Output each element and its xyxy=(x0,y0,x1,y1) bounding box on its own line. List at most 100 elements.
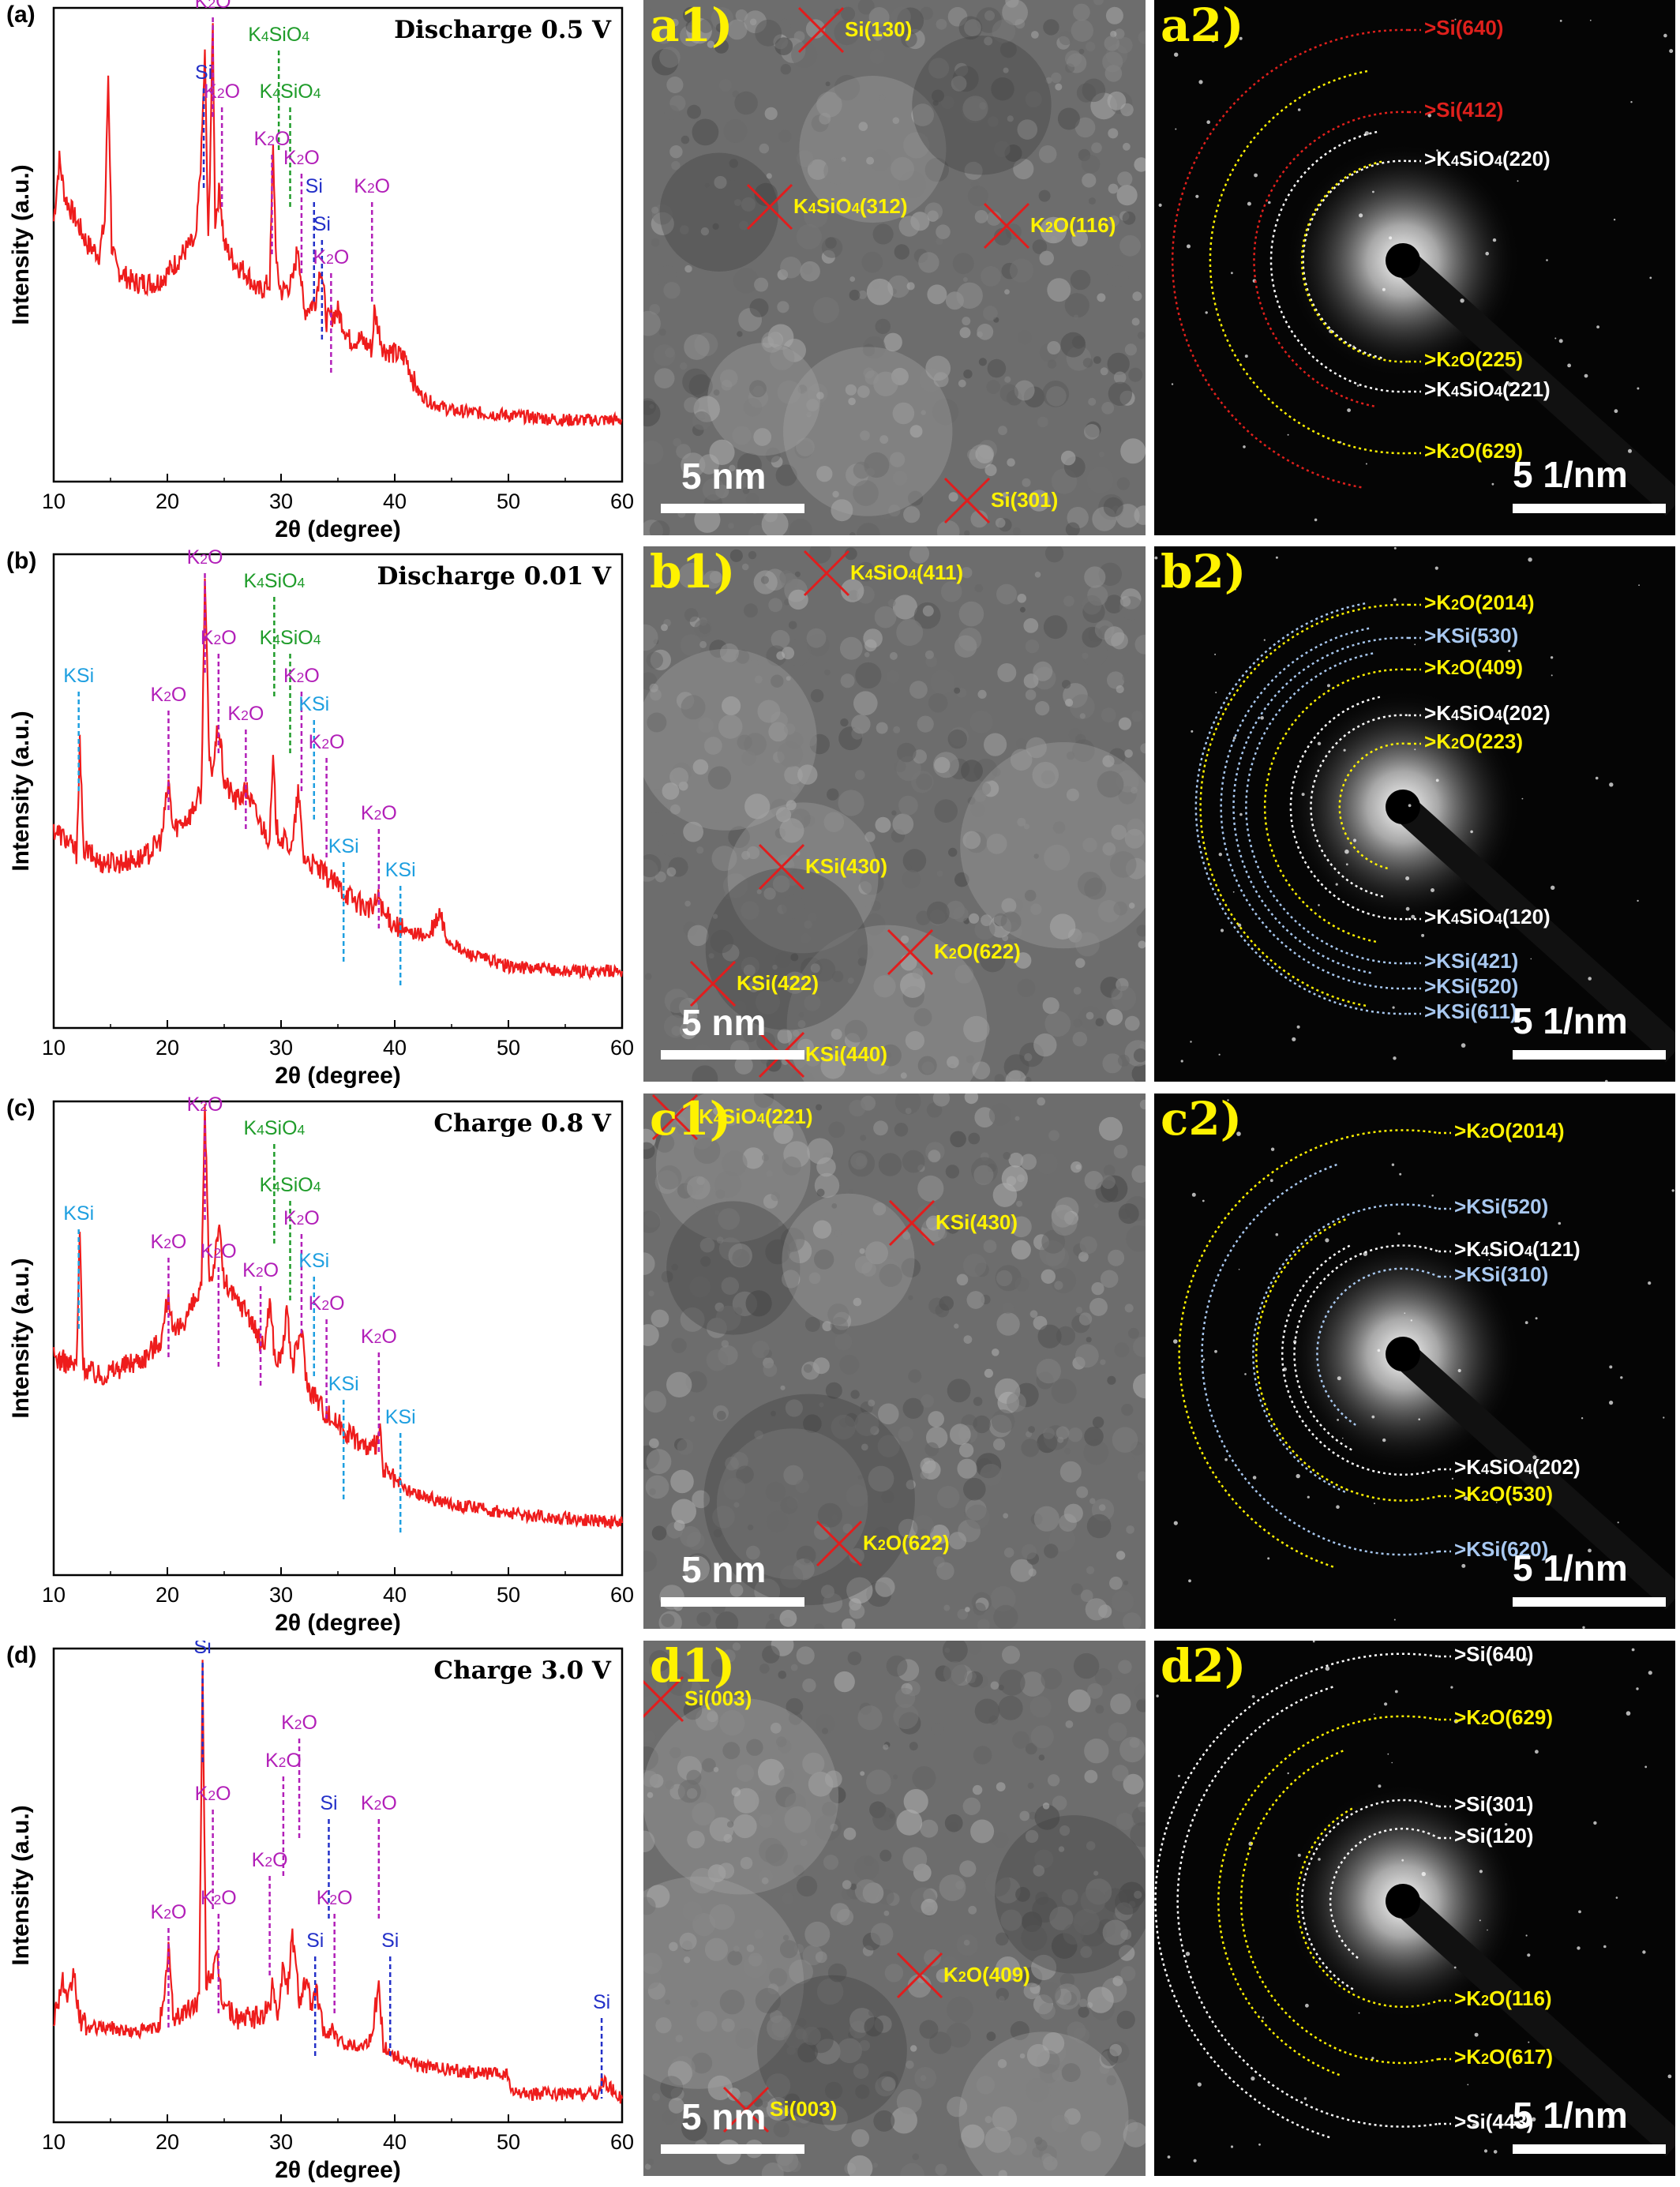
tem-grain xyxy=(1092,1416,1104,1428)
tem-grain xyxy=(643,853,662,878)
tem-grain xyxy=(855,662,882,689)
tem-grain xyxy=(917,1175,944,1202)
tem-grain xyxy=(759,143,770,154)
tem-grain xyxy=(881,1491,894,1504)
tem-grain xyxy=(968,1132,981,1145)
diffraction-spot xyxy=(1156,1694,1159,1697)
tem-grain xyxy=(1106,1008,1123,1026)
tem-grain xyxy=(680,1525,701,1547)
tem-grain xyxy=(823,669,831,676)
tem-grain xyxy=(1031,1954,1057,1981)
tem-grain xyxy=(924,157,949,182)
tem-grain xyxy=(796,1646,815,1665)
tem-grain xyxy=(1105,6,1123,24)
diffraction-spot xyxy=(1491,482,1494,486)
diffraction-spot xyxy=(1411,914,1416,919)
diffraction-spot xyxy=(1667,2074,1672,2079)
tem-grain xyxy=(948,1532,967,1550)
tem-grain xyxy=(902,849,927,872)
beam-stopper xyxy=(1393,796,1675,1063)
tem-grain xyxy=(1048,1130,1059,1142)
tem-grain xyxy=(841,6,856,21)
tem-grain xyxy=(774,37,793,55)
tem-grain xyxy=(762,1645,780,1664)
lattice-marker xyxy=(803,550,850,597)
tem-grain xyxy=(686,1787,698,1799)
tem-grain xyxy=(898,1426,913,1442)
diffraction-spot xyxy=(1188,1579,1191,1583)
tem-grain xyxy=(669,145,683,159)
tem-grain xyxy=(1100,1270,1119,1289)
tem-grain xyxy=(997,663,1017,682)
figure-row-1: 10 20 30 40 50 60 2θ (degree) Intensity (a.u.) K… xyxy=(0,0,1680,546)
tem-grain xyxy=(1033,1506,1059,1532)
tem-grain xyxy=(991,77,1014,101)
tem-grain xyxy=(936,18,947,30)
tem-grain xyxy=(666,867,677,877)
tem-grain xyxy=(1052,2069,1063,2081)
diffraction-spot xyxy=(1374,1502,1375,1505)
tem-grain xyxy=(976,2076,996,2095)
tem-grain xyxy=(848,1189,853,1195)
peak-label-k4sio4: K4SiO4 xyxy=(243,570,305,592)
tem-grain xyxy=(1119,1945,1135,1961)
tem-grain xyxy=(1044,844,1071,871)
tem-grain xyxy=(849,1100,866,1117)
tem-grain xyxy=(829,1787,846,1804)
diffraction-spot xyxy=(1318,1858,1321,1861)
tem-grain xyxy=(999,384,1018,403)
diffraction-spot xyxy=(1488,1259,1491,1261)
tem-grain xyxy=(761,2163,784,2176)
tem-grain xyxy=(911,103,934,126)
diffraction-spot xyxy=(1371,2057,1374,2060)
tem-grain xyxy=(646,651,663,669)
diffraction-spot xyxy=(1352,838,1357,842)
peak-label-k2o: K2O xyxy=(361,1326,397,1348)
tem-grain xyxy=(1026,2043,1050,2067)
tem-grain xyxy=(680,225,689,234)
tem-region xyxy=(643,1876,804,2089)
diffraction-spot xyxy=(1254,173,1258,178)
tem-region xyxy=(757,1975,907,2125)
tem-grain xyxy=(896,2089,922,2114)
tem-grain xyxy=(1131,1444,1146,1462)
tem-grain xyxy=(692,411,711,430)
beam-stop xyxy=(1386,1337,1420,1371)
tem-grain xyxy=(782,1270,801,1289)
panel-id: b1) xyxy=(650,546,736,598)
diffraction-spot xyxy=(1595,776,1599,780)
lattice-marker xyxy=(816,1520,863,1567)
diffraction-spot xyxy=(1234,587,1236,591)
tem-grain xyxy=(1028,1811,1037,1820)
hrtem-image: b1) K4SiO4(411) KSi(430) KSi(422) K2O(622) KS… xyxy=(643,546,1146,1082)
tem-grain xyxy=(854,1412,879,1436)
tem-grain xyxy=(702,478,725,501)
lattice-plane-label: Si(003) xyxy=(770,2097,838,2121)
tem-grain xyxy=(936,1562,954,1581)
tem-region xyxy=(783,347,953,516)
tem-grain xyxy=(670,18,679,27)
tem-grain xyxy=(692,1129,713,1150)
tem-grain xyxy=(902,1397,924,1419)
tem-grain xyxy=(1003,67,1009,73)
diffraction-spot xyxy=(1603,1945,1607,1949)
tem-grain xyxy=(683,1956,691,1964)
tem-grain xyxy=(956,1274,969,1286)
lattice-plane-label: K2O(116) xyxy=(1030,213,1116,237)
tem-region xyxy=(958,2031,1129,2176)
tem-grain xyxy=(733,268,759,294)
tem-grain xyxy=(1107,671,1125,689)
diffraction-spot xyxy=(1479,1870,1483,1874)
tem-grain xyxy=(1069,694,1095,720)
xrd-series-line xyxy=(52,23,623,427)
condition-label: Charge 3.0 V xyxy=(433,1656,612,1685)
tem-grain xyxy=(1078,1312,1093,1326)
diffraction-spot xyxy=(1251,1695,1255,1698)
tem-grain xyxy=(921,410,926,415)
tem-grain xyxy=(680,1307,705,1332)
diffraction-spot xyxy=(1325,1238,1329,1243)
plot-frame xyxy=(52,1647,624,2124)
tem-grain xyxy=(963,1254,987,1277)
tem-grain xyxy=(681,695,706,720)
